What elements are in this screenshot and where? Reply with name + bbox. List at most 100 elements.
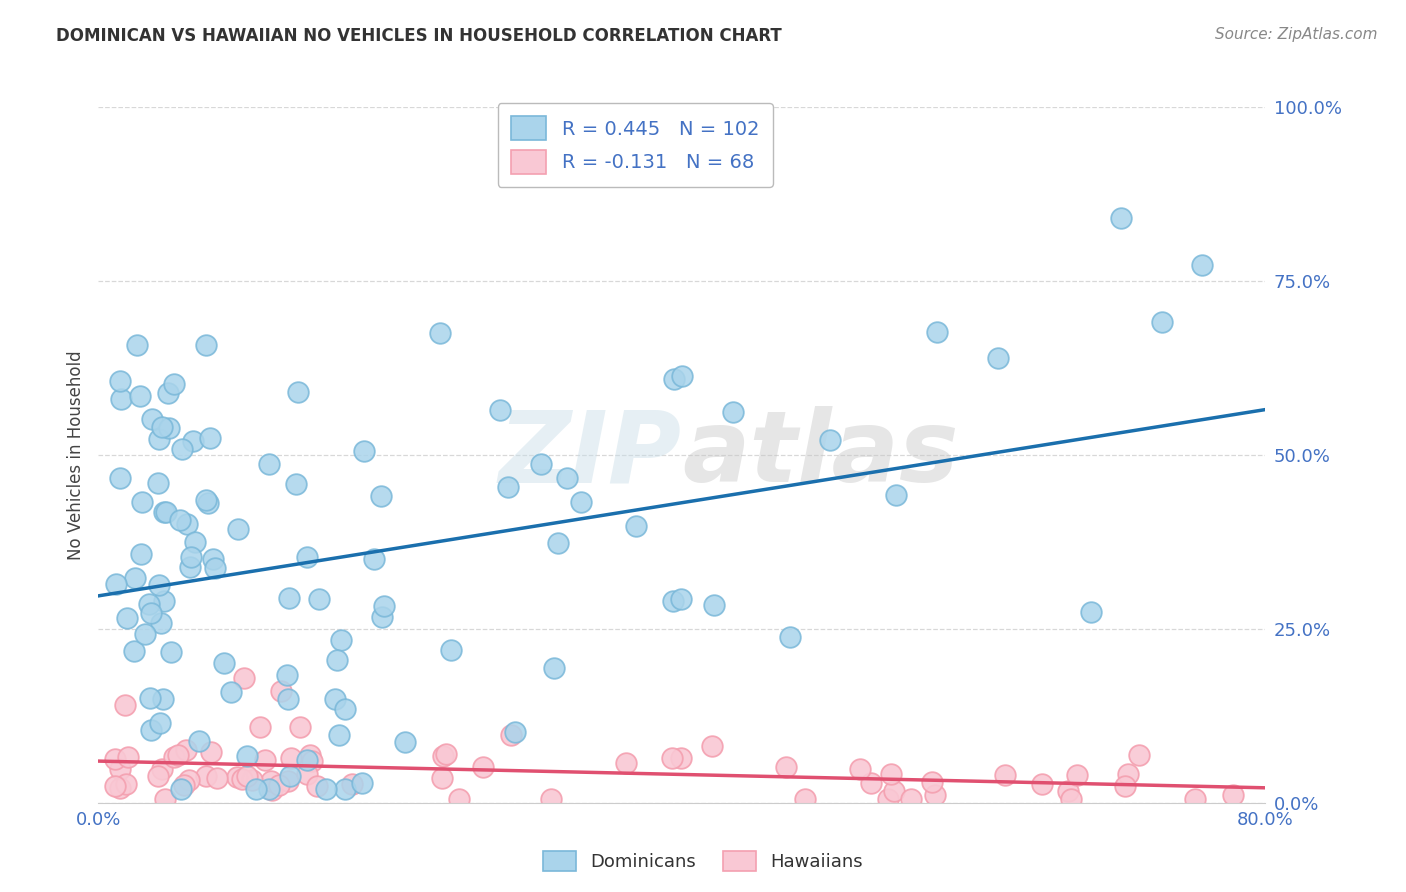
Point xyxy=(775,760,797,774)
Y-axis label: No Vehicles in Household: No Vehicles in Household xyxy=(66,350,84,560)
Point xyxy=(924,788,946,802)
Point xyxy=(167,748,190,763)
Point xyxy=(323,692,346,706)
Point xyxy=(371,609,394,624)
Point xyxy=(471,760,494,774)
Point xyxy=(498,480,520,494)
Point xyxy=(214,656,236,670)
Point xyxy=(115,611,138,625)
Point xyxy=(157,420,180,434)
Point xyxy=(231,772,253,786)
Point xyxy=(139,723,162,737)
Point xyxy=(117,749,139,764)
Point xyxy=(198,431,221,445)
Point xyxy=(240,772,263,787)
Point xyxy=(1080,605,1102,619)
Point xyxy=(499,728,522,742)
Text: ZIP: ZIP xyxy=(499,407,682,503)
Point xyxy=(254,753,277,767)
Point xyxy=(260,773,283,788)
Point xyxy=(884,488,907,502)
Point xyxy=(194,769,217,783)
Text: DOMINICAN VS HAWAIIAN NO VEHICLES IN HOUSEHOLD CORRELATION CHART: DOMINICAN VS HAWAIIAN NO VEHICLES IN HOU… xyxy=(56,27,782,45)
Point xyxy=(661,594,683,608)
Point xyxy=(662,372,685,386)
Point xyxy=(1222,788,1244,802)
Point xyxy=(260,783,283,797)
Point xyxy=(233,671,256,685)
Point xyxy=(197,496,219,510)
Point xyxy=(818,433,841,447)
Point xyxy=(180,550,202,565)
Point xyxy=(721,405,744,419)
Legend: Dominicans, Hawaiians: Dominicans, Hawaiians xyxy=(536,844,870,879)
Point xyxy=(200,745,222,759)
Point xyxy=(363,551,385,566)
Point xyxy=(352,776,374,790)
Point xyxy=(900,792,922,806)
Point xyxy=(626,519,648,533)
Point xyxy=(257,457,280,471)
Point xyxy=(236,769,259,783)
Point xyxy=(181,434,204,448)
Point xyxy=(307,779,329,793)
Point xyxy=(285,477,308,491)
Point xyxy=(108,471,131,485)
Point xyxy=(333,702,356,716)
Point xyxy=(859,775,882,789)
Point xyxy=(194,338,217,352)
Point xyxy=(139,690,162,705)
Point xyxy=(194,493,217,508)
Point xyxy=(108,780,131,795)
Point xyxy=(301,754,323,768)
Point xyxy=(921,775,943,789)
Point xyxy=(104,752,127,766)
Point xyxy=(1056,784,1078,798)
Point xyxy=(226,770,249,784)
Point xyxy=(326,653,349,667)
Point xyxy=(219,685,242,699)
Point xyxy=(488,402,510,417)
Point xyxy=(122,643,145,657)
Point xyxy=(669,592,692,607)
Point xyxy=(661,751,683,765)
Point xyxy=(447,792,470,806)
Point xyxy=(505,724,527,739)
Point xyxy=(173,778,195,792)
Point xyxy=(148,432,170,446)
Point xyxy=(150,762,173,776)
Point xyxy=(129,547,152,561)
Point xyxy=(110,392,132,407)
Point xyxy=(614,756,637,770)
Point xyxy=(530,457,553,471)
Point xyxy=(430,772,453,786)
Point xyxy=(114,698,136,713)
Point xyxy=(295,550,318,565)
Point xyxy=(328,728,350,742)
Point xyxy=(1191,258,1213,272)
Point xyxy=(295,767,318,781)
Point xyxy=(883,784,905,798)
Point xyxy=(429,326,451,340)
Point xyxy=(547,536,569,550)
Point xyxy=(153,505,176,519)
Point xyxy=(141,412,163,426)
Point xyxy=(278,769,301,783)
Point xyxy=(434,747,457,761)
Legend: R = 0.445   N = 102, R = -0.131   N = 68: R = 0.445 N = 102, R = -0.131 N = 68 xyxy=(498,103,773,187)
Point xyxy=(245,781,267,796)
Point xyxy=(205,771,228,785)
Point xyxy=(267,778,290,792)
Point xyxy=(299,748,322,763)
Point xyxy=(779,630,801,644)
Point xyxy=(163,377,186,392)
Point xyxy=(187,734,209,748)
Point xyxy=(201,552,224,566)
Point xyxy=(1116,767,1139,781)
Point xyxy=(432,749,454,764)
Point xyxy=(353,444,375,458)
Point xyxy=(540,792,562,806)
Point xyxy=(176,517,198,532)
Point xyxy=(138,597,160,611)
Point xyxy=(270,684,292,698)
